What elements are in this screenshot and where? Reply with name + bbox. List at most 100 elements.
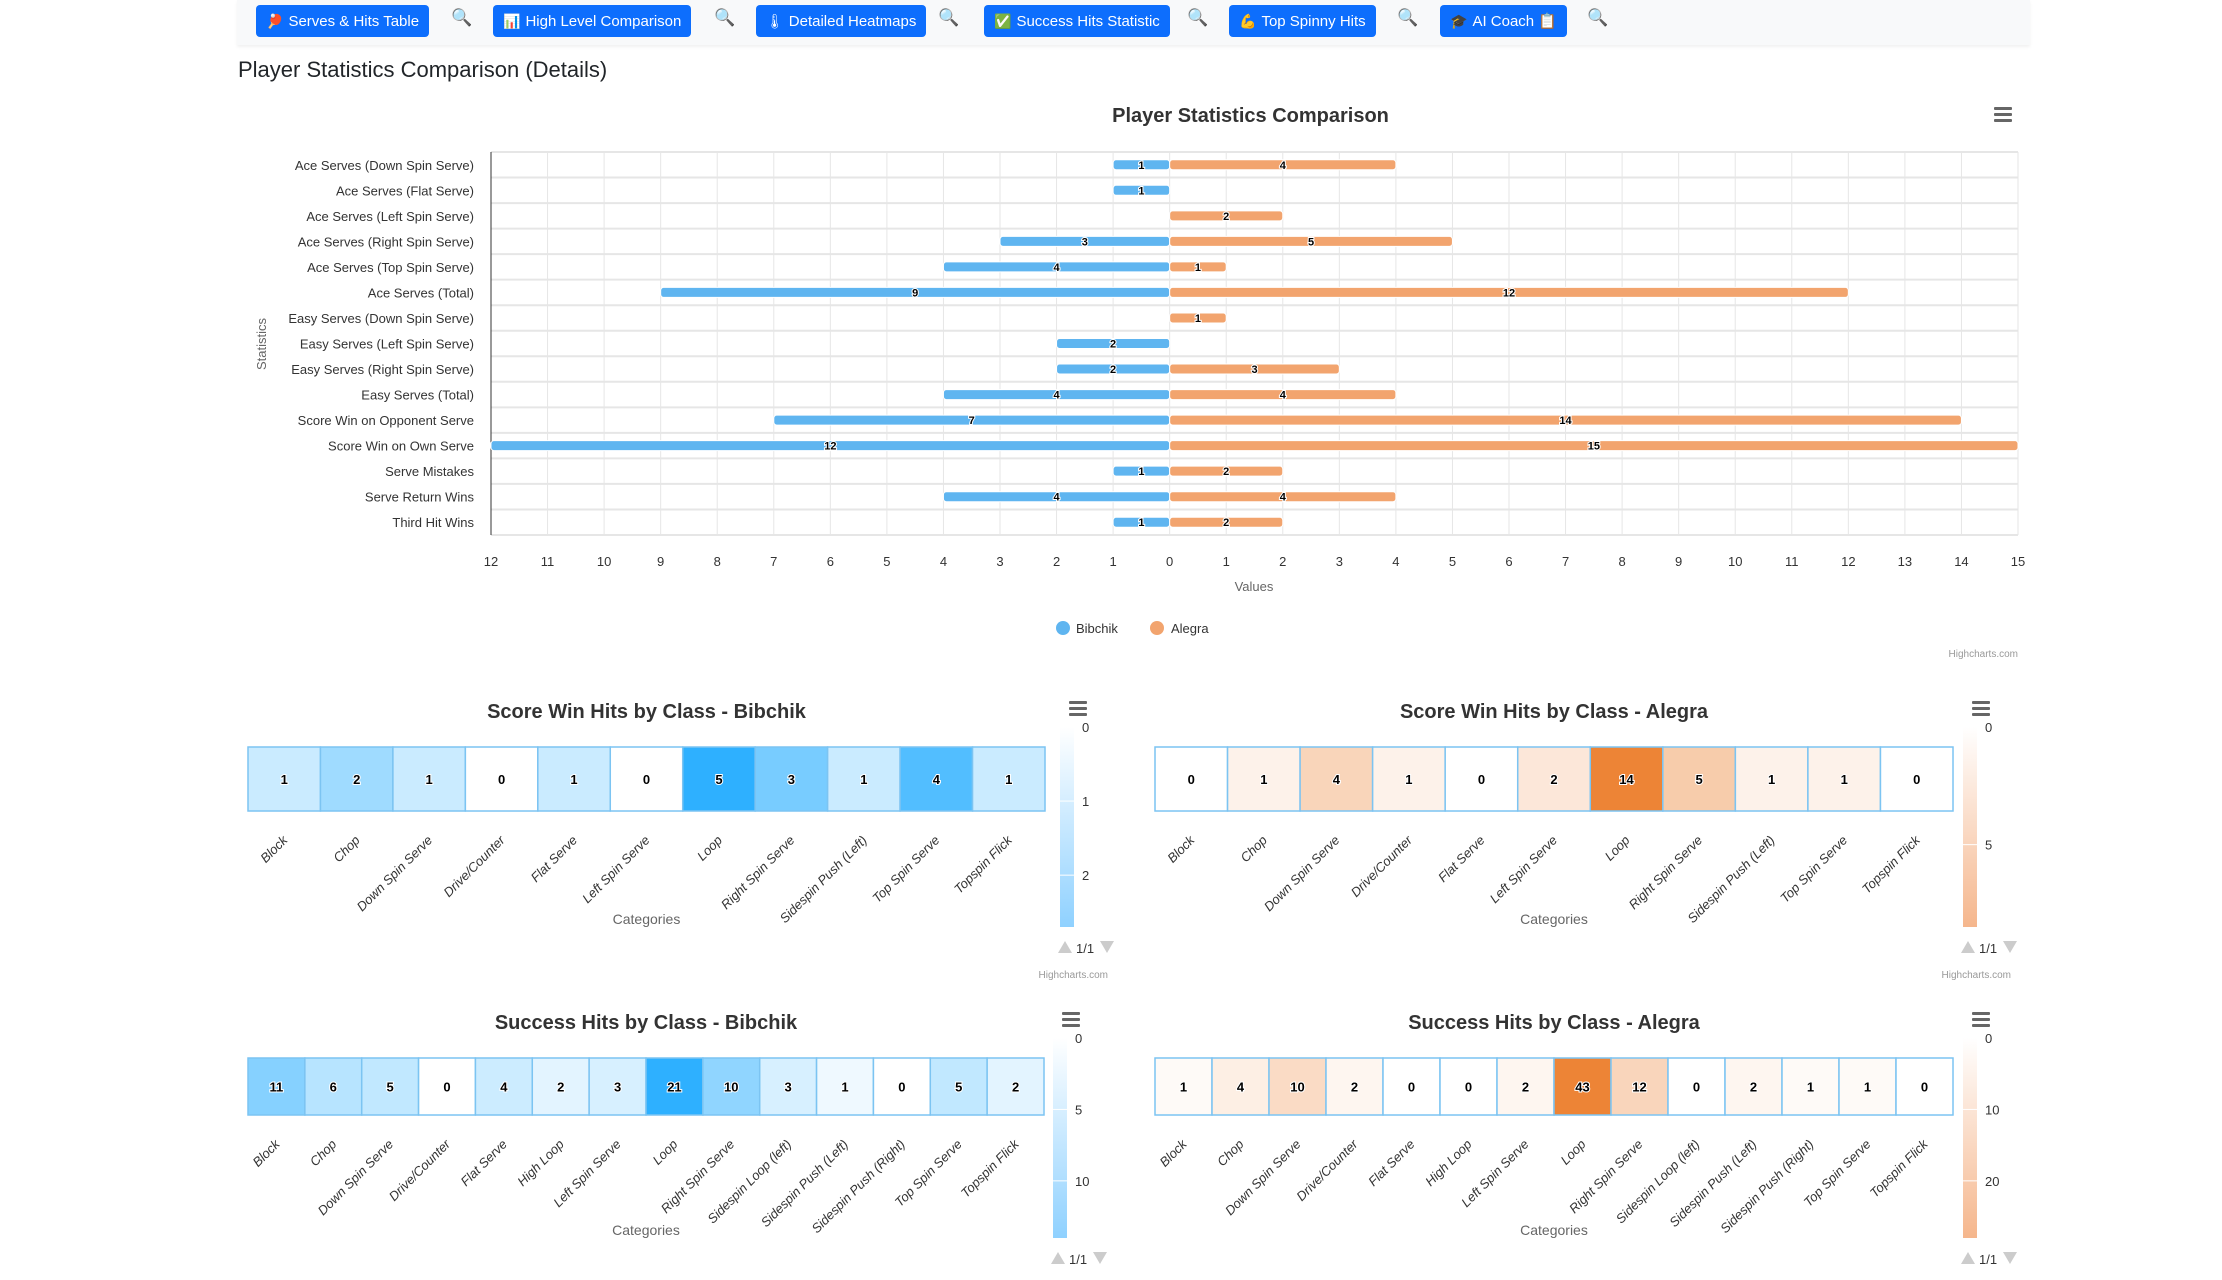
credits-link[interactable]: Highcharts.com [1949,649,2018,660]
heatmap-cell[interactable] [986,1057,1045,1116]
success-hits-statistic-button[interactable]: ✅ Success Hits Statistic [984,5,1170,37]
heatmap-cell[interactable] [1879,746,1954,812]
search-icon[interactable]: 🔍 [1187,8,1209,27]
legend-nav-down-icon[interactable] [1100,941,1114,953]
heatmap-cell[interactable] [1444,746,1519,812]
heatmap-cell[interactable] [1781,1057,1840,1116]
bar-alegra[interactable] [1169,465,1284,477]
x-tick-label: Block [1157,1135,1191,1169]
legend-item-bibchik[interactable]: Bibchik [1076,621,1118,636]
bar-alegra[interactable] [1169,235,1453,247]
heatmap-cell[interactable] [899,746,974,812]
search-icon[interactable]: 🔍 [1397,8,1419,27]
legend-nav-down-icon[interactable] [2003,941,2017,953]
bar-alegra[interactable] [1169,363,1340,375]
legend-marker-bibchik[interactable] [1056,621,1070,635]
top-spinny-hits-button[interactable]: 💪 Top Spinny Hits [1229,5,1376,37]
search-icon[interactable]: 🔍 [1587,8,1609,27]
menu-bar [1069,701,1087,704]
heatmap-cell[interactable] [1667,1057,1726,1116]
high-level-comparison-button[interactable]: 📊 High Level Comparison [493,5,692,37]
search-icon[interactable]: 🔍 [451,8,473,27]
bar-bibchik[interactable] [1056,338,1171,349]
heatmap-cell[interactable] [304,1057,363,1116]
x-tick-label: 4 [1392,554,1399,569]
x-tick-label: 9 [657,554,664,569]
search-icon[interactable]: 🔍 [714,8,736,27]
bar-bibchik[interactable] [1112,184,1171,196]
credits-link[interactable]: Highcharts.com [1039,970,1108,981]
bar-alegra[interactable] [1169,491,1397,503]
menu-bar [1972,1012,1990,1015]
cell-value-label: 3 [785,1080,792,1095]
bar-alegra[interactable] [1169,516,1284,528]
heatmap-cell[interactable] [1610,1057,1669,1116]
heatmap-cell[interactable] [1226,746,1301,812]
legend-item-alegra[interactable]: Alegra [1171,621,1209,636]
heatmap-cell[interactable] [1154,746,1229,812]
legend-nav-up-icon[interactable] [1058,941,1072,953]
cell-value-label: 4 [1333,772,1341,787]
heatmap-cell[interactable] [758,1057,818,1116]
heatmap-cell[interactable] [681,746,756,812]
heatmap-cell[interactable] [1299,746,1374,812]
legend-nav-down-icon[interactable] [1093,1252,1107,1264]
cell-value-label: 11 [270,1080,284,1095]
bar-alegra[interactable] [1169,159,1397,171]
legend-nav-up-icon[interactable] [1051,1252,1065,1264]
heatmap-cell[interactable] [417,1057,477,1116]
colorbar-tick-label: 10 [1985,1102,1999,1117]
chart-menu-icon[interactable] [1994,107,2012,122]
heatmap-cell[interactable] [247,1057,306,1116]
heatmap-cell[interactable] [929,1057,988,1116]
heatmap-cell[interactable] [588,1057,647,1116]
heatmap-cell[interactable] [1553,1057,1612,1116]
heatmap-cell[interactable] [1734,746,1809,812]
bar-alegra[interactable] [1169,389,1397,401]
cell-value-label: 4 [933,772,941,787]
bar-alegra[interactable] [1169,440,2019,452]
y-tick-label: Easy Serves (Down Spin Serve) [288,311,474,326]
chart-menu-icon[interactable] [1972,701,1990,716]
bar-alegra[interactable] [1169,414,1962,426]
bar-alegra[interactable] [1169,261,1227,273]
heatmap-cell[interactable] [815,1057,875,1116]
heatmap-cell[interactable] [609,746,684,812]
search-icon[interactable]: 🔍 [938,8,960,27]
heatmap-cell[interactable] [872,1057,932,1116]
heatmap-cell[interactable] [1838,1057,1897,1116]
heatmap-cell[interactable] [1496,1057,1555,1116]
main-bar-chart: Player Statistics Comparison Ace Serves (… [254,105,2025,660]
data-label: 12 [1503,287,1515,299]
chart-menu-icon[interactable] [1062,1012,1080,1027]
button-label: Serves & Hits Table [288,13,420,30]
heatmap-cell[interactable] [754,746,829,812]
heatmap-cell[interactable] [1895,1057,1954,1116]
thermometer-icon: 🌡 [766,13,784,29]
chart-menu-icon[interactable] [1069,701,1087,716]
ai-coach-button[interactable]: 🎓 AI Coach 📋 [1440,5,1567,37]
heatmap-cell[interactable] [360,1057,420,1116]
bar-alegra[interactable] [1169,286,1849,298]
heatmap-cell[interactable] [971,746,1046,812]
heatmap-cell[interactable] [1516,746,1592,812]
legend-nav-up-icon[interactable] [1961,1252,1975,1264]
legend-nav-down-icon[interactable] [2003,1252,2017,1264]
bar-alegra[interactable] [1169,312,1227,324]
legend-marker-alegra[interactable] [1150,621,1164,635]
data-label: 2 [1223,517,1229,529]
legend-nav-up-icon[interactable] [1961,941,1975,953]
detailed-heatmaps-button[interactable]: 🌡 Detailed Heatmaps [756,5,927,37]
data-label: 1 [1195,262,1201,274]
serves-hits-table-button[interactable]: 🏓 Serves & Hits Table [256,5,430,37]
chart-menu-icon[interactable] [1972,1012,1990,1027]
cell-value-label: 5 [715,772,722,787]
heatmap-cell[interactable] [531,1057,590,1116]
heatmap-cell[interactable] [1211,1057,1270,1116]
heatmap-cell[interactable] [1382,1057,1441,1116]
credits-link[interactable]: Highcharts.com [1942,970,2011,981]
heatmap-cell[interactable] [1325,1057,1384,1116]
heatmap-cell[interactable] [1154,1057,1213,1116]
bar-alegra[interactable] [1169,210,1284,222]
